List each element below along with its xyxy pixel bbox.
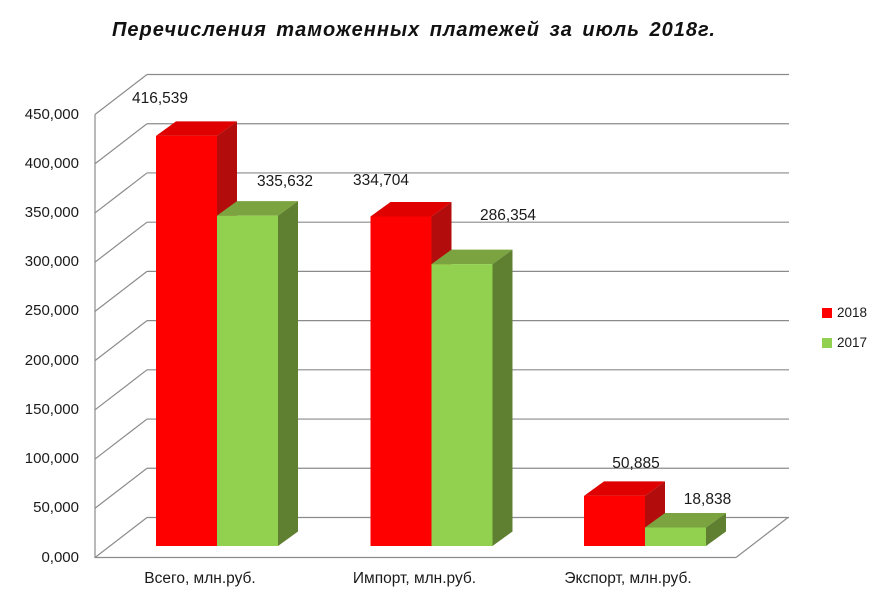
bar-face-side bbox=[278, 201, 298, 546]
bar-face-top bbox=[156, 121, 237, 136]
legend-item-2018: 2018 bbox=[822, 306, 867, 319]
bar-2017-0 bbox=[217, 201, 298, 546]
bar-2017-1 bbox=[431, 249, 513, 546]
legend-swatch-icon bbox=[822, 307, 832, 318]
bar-face-front bbox=[431, 264, 493, 546]
bar-face-front bbox=[584, 495, 645, 546]
y-tick-label: 0,000 bbox=[41, 548, 79, 566]
y-tick-label: 450,000 bbox=[24, 105, 79, 123]
legend: 2018 2017 bbox=[822, 306, 867, 366]
bar-face-side bbox=[492, 249, 513, 546]
data-label-2017-2: 18,838 bbox=[683, 490, 732, 508]
gridline-wall-diagonal bbox=[94, 270, 148, 312]
y-tick-label: 400,000 bbox=[24, 154, 79, 172]
floor-right-edge bbox=[735, 517, 789, 558]
chart-title: Перечисления таможенных платежей за июль… bbox=[112, 19, 716, 41]
bar-face-front bbox=[156, 135, 217, 546]
data-label-2017-1: 286,354 bbox=[479, 207, 537, 225]
legend-label: 2018 bbox=[837, 305, 868, 320]
bar-face-front bbox=[370, 216, 432, 546]
data-label-2018-2: 50,885 bbox=[612, 454, 660, 472]
legend-label: 2017 bbox=[837, 335, 868, 350]
bar-face-top bbox=[370, 202, 452, 217]
gridline-wall-diagonal bbox=[94, 320, 148, 362]
legend-item-2017: 2017 bbox=[822, 336, 867, 349]
bar-face-top bbox=[584, 481, 665, 496]
bar-face-top bbox=[431, 249, 513, 265]
category-label-0: Всего, млн.руб. bbox=[144, 570, 256, 587]
data-label-2018-0: 416,539 bbox=[131, 89, 189, 107]
gridline-wall-diagonal bbox=[94, 172, 148, 214]
bar-face-top bbox=[217, 201, 298, 216]
bar-face-front bbox=[217, 215, 278, 546]
gridline-wall-diagonal bbox=[94, 123, 148, 165]
y-tick-label: 250,000 bbox=[24, 302, 79, 320]
y-tick-label: 50,000 bbox=[33, 499, 79, 517]
gridline-wall-diagonal bbox=[94, 221, 148, 263]
bar-face-front bbox=[645, 527, 706, 546]
gridline-wall-diagonal bbox=[94, 369, 148, 411]
bar-face-top bbox=[645, 513, 726, 528]
y-tick-label: 200,000 bbox=[24, 351, 79, 369]
legend-swatch-icon bbox=[822, 337, 832, 348]
category-label-2: Экспорт, млн.руб. bbox=[564, 570, 692, 587]
y-tick-label: 100,000 bbox=[24, 450, 79, 468]
y-tick-label: 150,000 bbox=[24, 400, 79, 418]
bar-2017-2 bbox=[645, 513, 726, 546]
gridline-wall-diagonal bbox=[94, 74, 148, 115]
gridline-wall-diagonal bbox=[94, 467, 148, 509]
y-tick-label: 350,000 bbox=[24, 203, 79, 221]
category-label-1: Импорт, млн.руб. bbox=[352, 570, 477, 587]
gridline-wall-diagonal bbox=[94, 517, 148, 558]
data-label-2018-1: 334,704 bbox=[352, 172, 410, 189]
bar-face-side bbox=[706, 513, 726, 546]
y-tick-label: 300,000 bbox=[24, 253, 79, 271]
data-label-2017-0: 335,632 bbox=[256, 173, 314, 191]
gridline-wall-diagonal bbox=[94, 418, 148, 460]
